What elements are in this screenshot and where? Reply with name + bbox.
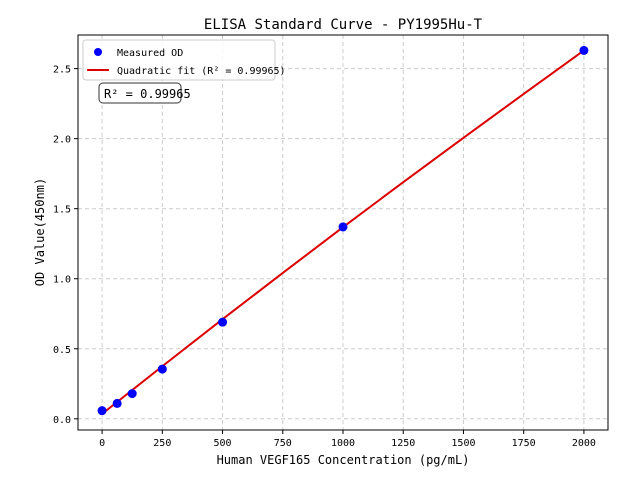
data-point: [579, 45, 589, 55]
ticks: 0 250 500 750 1000 1250 1500 1750 2000 0.0 0.5 1.0 1…: [53, 65, 596, 449]
data-point: [218, 317, 228, 327]
chart-title: ELISA Standard Curve - PY1995Hu-T: [204, 17, 483, 33]
data-point: [157, 364, 167, 374]
x-tick-label: 1000: [331, 438, 355, 449]
data-point: [97, 406, 107, 416]
x-tick-label: 500: [214, 438, 232, 449]
x-tick-label: 2000: [572, 438, 596, 449]
marks: [97, 45, 589, 416]
x-tick-label: 250: [153, 438, 171, 449]
r2-text: R² = 0.99965: [104, 87, 191, 101]
y-tick-label: 0.5: [53, 345, 71, 356]
x-tick-label: 750: [274, 438, 292, 449]
r2-box: [98, 82, 182, 104]
data-point: [338, 222, 348, 232]
x-tick-label: 1750: [512, 438, 536, 449]
y-axis-label: OD Value(450nm): [33, 178, 47, 286]
legend: Measured OD Quadratic fit (R² = 0.99965): [82, 39, 286, 81]
x-tick-label: 1250: [391, 438, 415, 449]
x-tick-label: 1500: [451, 438, 475, 449]
y-tick-label: 2.0: [53, 135, 71, 146]
data-point: [127, 389, 137, 399]
legend-label-measured: Measured OD: [117, 48, 183, 59]
legend-box: [82, 39, 276, 81]
y-tick-label: 2.5: [53, 65, 71, 76]
y-tick-label: 0.0: [53, 415, 71, 426]
legend-label-fit: Quadratic fit (R² = 0.99965): [117, 66, 286, 77]
data-point: [112, 398, 122, 408]
y-tick-label: 1.0: [53, 275, 71, 286]
grid: [78, 35, 608, 430]
x-tick-label: 0: [99, 438, 105, 449]
x-axis-label: Human VEGF165 Concentration (pg/mL): [217, 453, 470, 467]
r2-annotation: R² = 0.99965: [98, 82, 191, 104]
y-tick-label: 1.5: [53, 205, 71, 216]
legend-marker-measured: [94, 48, 102, 56]
